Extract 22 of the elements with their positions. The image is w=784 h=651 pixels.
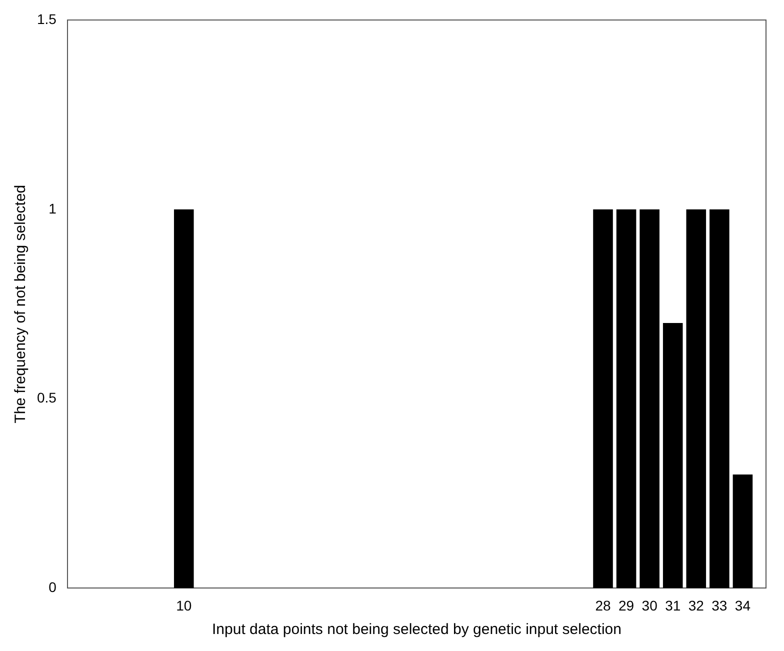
bar [616, 209, 636, 588]
x-tick-label: 32 [688, 597, 704, 614]
y-tick-label: 1.5 [36, 10, 57, 27]
x-tick-label: 34 [734, 597, 751, 614]
x-tick-label: 33 [712, 597, 728, 614]
bar [710, 209, 730, 588]
bar [593, 209, 613, 588]
bar [640, 209, 660, 588]
y-tick-label: 0 [48, 579, 57, 596]
x-axis-title: Input data points not being selected by genetic input selection [212, 621, 622, 638]
x-tick-label: 31 [665, 597, 681, 614]
x-tick-label: 29 [618, 597, 634, 614]
y-tick-label: 0.5 [36, 390, 57, 406]
bar [732, 474, 753, 588]
y-axis-title: The frequency of not being selected [12, 184, 30, 424]
bar [686, 209, 706, 588]
bar [174, 209, 194, 588]
y-tick-label: 1 [48, 200, 57, 216]
x-tick-label: 10 [176, 597, 192, 614]
x-tick-label: 30 [642, 597, 658, 614]
x-tick-label: 28 [595, 597, 612, 614]
bar [662, 323, 683, 588]
